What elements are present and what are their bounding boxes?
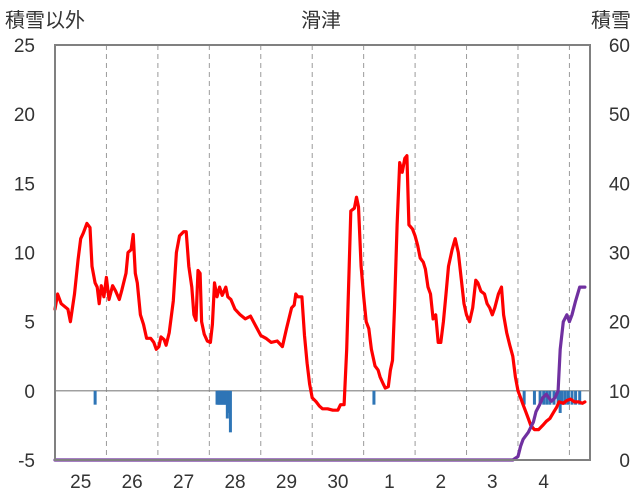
left-tick-label: -5	[18, 451, 35, 472]
precip-bar	[570, 390, 574, 405]
precip-bar	[93, 390, 97, 405]
plot-frame	[54, 44, 591, 461]
x-tick-label: 28	[224, 472, 245, 493]
left-tick-label: 5	[24, 313, 35, 334]
precip-bar	[228, 390, 232, 433]
precip-bar	[545, 390, 549, 405]
tick-labels: -5 0 5 10 15 20 25 0 10 20 30 40 50 60 25 26 27 28 29 30 1 2 3…	[14, 36, 630, 493]
left-tick-label: 15	[14, 174, 35, 195]
x-tick-label: 27	[173, 472, 194, 493]
left-tick-label: 10	[14, 244, 35, 265]
x-tick-label: 25	[70, 472, 91, 493]
right-tick-label: 0	[619, 451, 630, 472]
precip-bar	[372, 390, 376, 405]
x-tick-label: 2	[436, 472, 447, 493]
x-tick-label: 26	[122, 472, 143, 493]
right-tick-label: 10	[609, 382, 630, 403]
precip-bar	[556, 390, 560, 405]
precip-bar	[566, 390, 570, 405]
chart-title: 滑津	[301, 9, 341, 32]
precip-bar	[574, 390, 578, 405]
left-tick-label: 20	[14, 105, 35, 126]
right-tick-label: 40	[609, 174, 630, 195]
precip-bar	[532, 390, 536, 405]
right-tick-label: 20	[609, 313, 630, 334]
right-tick-label: 50	[609, 105, 630, 126]
right-tick-label: 60	[609, 36, 630, 57]
left-tick-label: 0	[24, 382, 35, 403]
precip-bar	[225, 390, 229, 419]
precip-bar	[563, 390, 567, 405]
x-tick-label: 29	[276, 472, 297, 493]
snow-depth-line	[53, 285, 587, 462]
precip-bar	[538, 390, 542, 405]
main-line	[53, 154, 587, 432]
left-axis-label: 積雪以外	[5, 9, 85, 32]
line-series	[53, 154, 587, 462]
x-tick-label: 3	[487, 472, 498, 493]
precip-bar	[578, 390, 582, 405]
x-tick-label: 4	[538, 472, 549, 493]
x-tick-label: 30	[327, 472, 348, 493]
precip-bar	[560, 390, 564, 405]
right-axis-label: 積雪	[591, 9, 631, 32]
x-tick-label: 1	[384, 472, 395, 493]
precip-bar	[522, 390, 526, 405]
precip-bar	[227, 390, 231, 413]
right-tick-label: 30	[609, 244, 630, 265]
left-tick-label: 25	[14, 36, 35, 57]
